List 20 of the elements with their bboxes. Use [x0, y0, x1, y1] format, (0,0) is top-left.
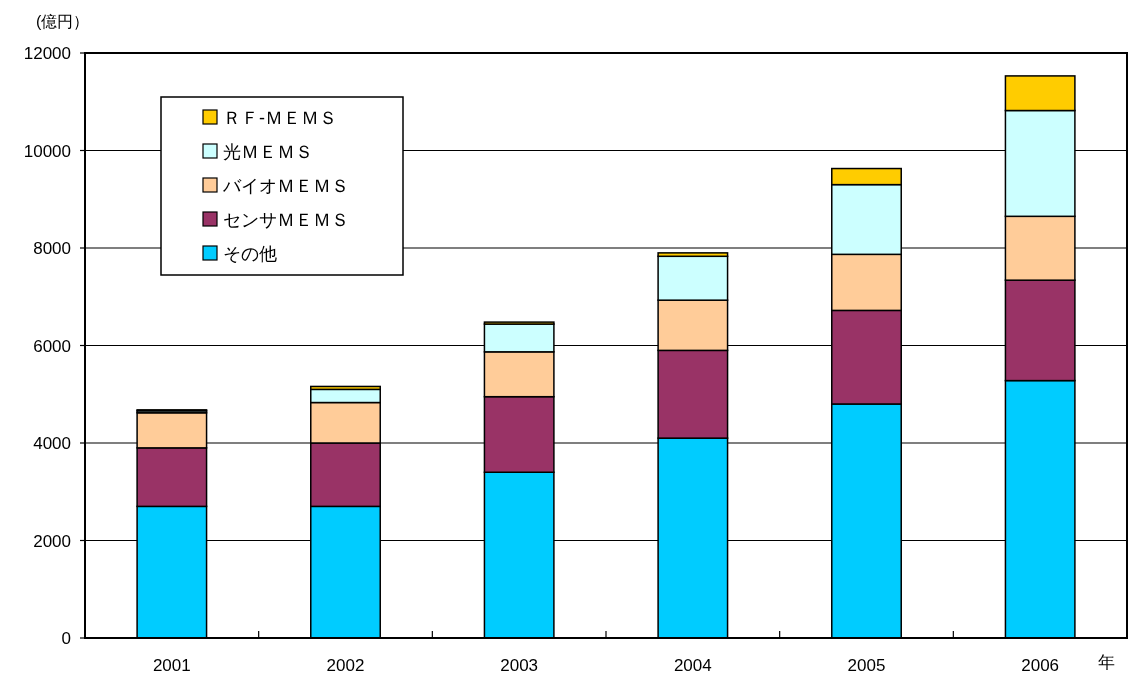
- legend-label: その他: [223, 244, 277, 264]
- y-tick-label: 4000: [33, 434, 71, 453]
- y-tick-label: 6000: [33, 336, 71, 356]
- legend-label: センサＭＥＭＳ: [223, 210, 349, 230]
- legend-label: バイオＭＥＭＳ: [222, 176, 349, 196]
- x-tick-label: 2002: [326, 656, 365, 675]
- legend-label: 光ＭＥＭＳ: [223, 142, 313, 162]
- y-axis-title: (億円）: [36, 13, 90, 30]
- x-tick-label: 2005: [847, 656, 886, 675]
- y-tick-label: 0: [61, 629, 71, 648]
- x-tick-label: 2004: [673, 656, 712, 675]
- legend-label: ＲＦ-ＭＥＭＳ: [223, 108, 337, 128]
- y-tick-label: 12000: [23, 44, 71, 63]
- y-tick-label: 10000: [23, 141, 71, 161]
- x-tick-label: 2003: [500, 656, 539, 675]
- x-tick-label: 2006: [1021, 656, 1060, 675]
- y-tick-label: 2000: [33, 531, 71, 551]
- x-tick-label: 2001: [152, 656, 191, 675]
- x-axis-title: 年: [1098, 653, 1115, 672]
- y-tick-label: 8000: [33, 239, 71, 258]
